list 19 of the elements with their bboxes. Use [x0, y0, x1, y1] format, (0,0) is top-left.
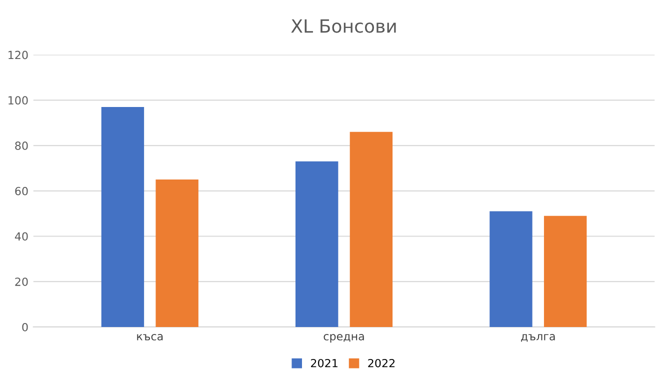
bar	[101, 106, 144, 327]
bar	[490, 211, 532, 327]
y-tick-label: 80	[15, 142, 28, 150]
bar	[295, 161, 338, 327]
x-tick-label: къса	[137, 334, 163, 340]
chart-title: XL Бонсови	[291, 19, 396, 33]
y-tick-label: 0	[22, 322, 28, 332]
x-tick-label: средна	[324, 334, 364, 343]
legend-label: 2021	[311, 358, 338, 368]
y-tick-label: 100	[8, 96, 28, 105]
bar	[544, 216, 587, 327]
y-tick-label: 20	[15, 278, 28, 286]
y-tick-label: 40	[14, 232, 28, 241]
y-tick-label: 60	[15, 186, 28, 196]
legend-label: 2022	[368, 358, 395, 368]
bar	[350, 132, 393, 327]
bar	[156, 180, 198, 327]
x-tick-label: дълга	[521, 334, 555, 342]
y-tick-label: 120	[8, 50, 28, 60]
